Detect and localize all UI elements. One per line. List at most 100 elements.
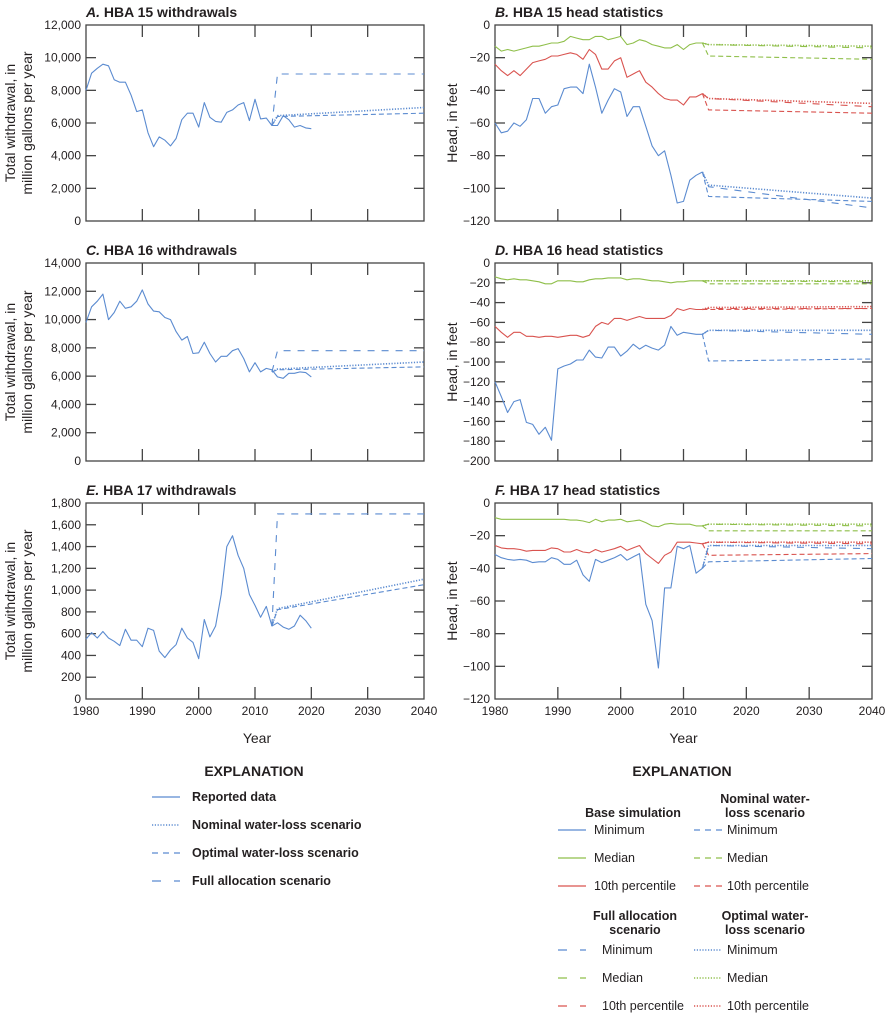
legend-group: Base simulation Minimum Median 10th percent… — [558, 806, 681, 893]
y-tick-label: −20 — [470, 529, 491, 543]
y-tick-label: 600 — [61, 627, 81, 641]
x-tick-label: 2030 — [354, 704, 381, 718]
chart-title-text: HBA 15 withdrawals — [100, 4, 237, 20]
y-tick-label: −120 — [463, 692, 490, 706]
y-tick-label: 8,000 — [51, 83, 81, 97]
y-axis-label: Total withdrawal, in — [2, 64, 18, 182]
chart-letter: A. — [85, 4, 100, 20]
y-axis-label: Head, in feet — [444, 561, 460, 640]
legend-label: Nominal water-loss scenario — [192, 818, 362, 832]
y-tick-label: −20 — [470, 51, 491, 65]
y-axis-label: Head, in feet — [444, 83, 460, 162]
series-line-full-minimum — [701, 171, 873, 209]
y-tick-label: −60 — [470, 315, 491, 329]
x-tick-label: 1980 — [482, 704, 509, 718]
plot-frame — [494, 502, 873, 700]
chart-title: F. HBA 17 head statistics — [495, 482, 660, 498]
y-axis-label: million gallons per year — [19, 290, 35, 434]
chart-title-text: HBA 16 withdrawals — [100, 242, 237, 258]
legend-label: Median — [602, 971, 643, 985]
series-line-optimal-water-loss-scenario — [271, 584, 425, 627]
series-line-nominal-water-loss-scenario — [271, 361, 425, 373]
series-line-base-simulation-median — [494, 35, 703, 52]
y-tick-label: 8,000 — [51, 341, 81, 355]
legend-group-heading: scenario — [609, 923, 661, 937]
y-tick-label: 2,000 — [51, 426, 81, 440]
plot-frame — [494, 262, 873, 462]
legend-label: Minimum — [727, 943, 778, 957]
series-line-full-minimum — [702, 329, 873, 335]
plot-frame — [85, 502, 425, 700]
chart-title: E. HBA 17 withdrawals — [86, 482, 237, 498]
x-tick-label: 2000 — [185, 704, 212, 718]
series-line-nominal-median — [702, 280, 872, 285]
legend-label: Median — [727, 851, 768, 865]
series-line-full-allocation-scenario — [271, 513, 424, 627]
series-line-nominal-10th — [701, 93, 873, 114]
series-line-full-allocation-scenario — [271, 73, 424, 126]
x-axis-label: Year — [243, 730, 272, 746]
y-tick-label: 1,800 — [51, 496, 81, 510]
legend-title: EXPLANATION — [204, 763, 303, 779]
y-tick-label: 4,000 — [51, 149, 81, 163]
chart-title: B. HBA 15 head statistics — [495, 4, 664, 20]
plot-frame — [494, 24, 873, 222]
legend-label: Median — [727, 971, 768, 985]
series-line-full-median — [702, 280, 873, 283]
legend-group-heading: Base simulation — [585, 806, 681, 820]
chart-letter: E. — [86, 482, 99, 498]
legend-label: Median — [594, 851, 635, 865]
legend-title: EXPLANATION — [632, 763, 731, 779]
series-line-base-simulation-10th-percentile — [494, 48, 703, 106]
legend-right: EXPLANATION Base simulation Minimum Median 1… — [558, 763, 810, 1013]
series-line-nominal-minimum — [702, 557, 873, 569]
series-line-reported-data — [85, 535, 312, 660]
y-tick-label: 6,000 — [51, 369, 81, 383]
series-line-full-median — [702, 523, 873, 527]
x-tick-label: 1990 — [129, 704, 156, 718]
chart-panel-b: B. HBA 15 head statistics −120 −100 −80 −60 −… — [444, 4, 873, 228]
series-line-full-median — [702, 42, 873, 49]
y-tick-label: 12,000 — [44, 18, 81, 32]
y-tick-label: 2,000 — [51, 181, 81, 195]
series-line-base-simulation-10th-percentile — [494, 541, 703, 564]
chart-panel-d: D. HBA 16 head statistics−200−180−160−14… — [444, 242, 873, 468]
legend-group-heading: loss scenario — [725, 923, 805, 937]
series-line-nominal-minimum — [701, 334, 873, 362]
y-tick-label: −120 — [463, 375, 490, 389]
legend-group-heading: loss scenario — [725, 806, 805, 820]
legend-label: Minimum — [727, 823, 778, 837]
chart-title-text: HBA 15 head statistics — [509, 4, 664, 20]
y-tick-label: −200 — [463, 454, 490, 468]
x-tick-label: 2000 — [607, 704, 634, 718]
x-tick-label: 2010 — [242, 704, 269, 718]
chart-title-text: HBA 17 withdrawals — [99, 482, 236, 498]
y-tick-label: −100 — [463, 181, 490, 195]
series-line-nominal-median — [701, 42, 873, 60]
y-tick-label: −80 — [470, 149, 491, 163]
y-tick-label: 12,000 — [44, 284, 81, 298]
legend-group-heading: Nominal water- — [720, 792, 810, 806]
y-tick-label: 0 — [74, 454, 81, 468]
y-tick-label: −100 — [463, 355, 490, 369]
y-tick-label: 0 — [483, 496, 490, 510]
x-tick-label: 2040 — [859, 704, 885, 718]
chart-panel-a: A. HBA 15 withdrawals 0 2,000 4,000 6,000 8,0… — [2, 4, 425, 228]
series-line-optimal-minimum — [701, 171, 873, 199]
y-tick-label: −120 — [463, 214, 490, 228]
y-tick-label: 0 — [483, 18, 490, 32]
x-tick-label: 2020 — [733, 704, 760, 718]
series-line-nominal-minimum — [701, 171, 873, 202]
y-tick-label: −180 — [463, 434, 490, 448]
chart-letter: C. — [86, 242, 100, 258]
y-tick-label: 0 — [74, 692, 81, 706]
chart-title: C. HBA 16 withdrawals — [86, 242, 237, 258]
y-tick-label: −80 — [470, 627, 491, 641]
legend-label: 10th percentile — [727, 999, 809, 1013]
series-line-full-10th — [702, 307, 872, 311]
y-tick-label: −40 — [470, 561, 491, 575]
y-tick-label: −60 — [470, 594, 491, 608]
y-axis-label: million gallons per year — [19, 51, 35, 195]
